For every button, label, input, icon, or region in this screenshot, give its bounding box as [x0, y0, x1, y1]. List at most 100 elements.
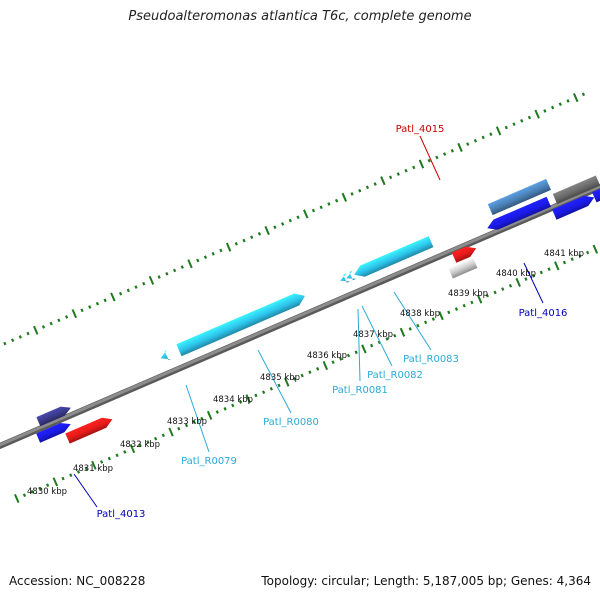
minor-tick [277, 383, 281, 388]
major-tick [476, 294, 483, 304]
gene-label: Patl_R0083 [403, 354, 459, 365]
feature-f13[interactable] [552, 195, 595, 220]
minor-tick [269, 387, 273, 391]
minor-tick [84, 466, 88, 471]
minor-tick [450, 148, 454, 153]
feature-f10[interactable] [451, 246, 477, 263]
major-tick [341, 192, 348, 202]
minor-tick [334, 198, 339, 203]
minor-tick [200, 416, 204, 421]
minor-tick [296, 215, 300, 220]
feature-f14[interactable] [552, 175, 600, 205]
minor-tick [262, 390, 266, 394]
minor-tick [512, 122, 516, 126]
minor-tick [146, 440, 150, 444]
minor-tick [520, 119, 524, 123]
gene-label: Patl_4015 [396, 124, 445, 135]
minor-tick [257, 232, 262, 236]
minor-tick [280, 222, 285, 226]
minor-tick [508, 283, 513, 288]
minor-tick [126, 288, 130, 293]
feature-shape [487, 178, 551, 216]
minor-tick [550, 105, 555, 110]
minor-tick [38, 486, 42, 491]
leader-line [257, 349, 292, 414]
feature-f3[interactable] [65, 417, 113, 444]
minor-tick [22, 493, 27, 497]
minor-tick [473, 138, 478, 143]
feature-f15[interactable] [592, 177, 600, 203]
feature-shape [552, 195, 595, 220]
feature-f2[interactable] [36, 406, 71, 427]
minor-tick [396, 172, 400, 176]
major-tick [592, 244, 599, 254]
gene-label: Patl_R0079 [181, 456, 237, 467]
feature-f4[interactable] [160, 350, 171, 361]
minor-tick [165, 271, 169, 276]
scale-label: 4832 kbp [120, 440, 160, 450]
minor-tick [354, 350, 358, 355]
major-tick [457, 142, 463, 152]
feature-shape [36, 423, 71, 443]
feature-shape [448, 257, 478, 279]
minor-tick [504, 125, 508, 130]
feature-shape [354, 236, 434, 277]
minor-tick [46, 483, 50, 488]
minor-tick [211, 252, 215, 256]
minor-tick [273, 225, 277, 230]
leader-line [523, 262, 544, 304]
gene-label: Patl_4016 [519, 308, 568, 319]
minor-tick [562, 260, 567, 265]
scale-label: 4836 kbp [307, 351, 347, 361]
minor-tick [435, 155, 439, 160]
minor-tick [327, 202, 331, 206]
minor-tick [107, 456, 111, 461]
feature-f6[interactable] [340, 273, 351, 283]
feature-f11[interactable] [487, 196, 551, 230]
leader-line [393, 291, 432, 351]
feature-shape [160, 350, 171, 361]
major-tick [225, 242, 232, 252]
feature-track[interactable] [36, 175, 600, 444]
minor-tick [254, 393, 258, 398]
minor-tick [300, 373, 304, 378]
minor-tick [223, 406, 227, 411]
feature-f7[interactable] [346, 270, 357, 281]
minor-tick [215, 410, 219, 414]
minor-tick [385, 337, 389, 341]
feature-f5[interactable] [176, 293, 305, 357]
label-leader-lines [73, 135, 544, 508]
minor-tick [234, 242, 238, 246]
minor-tick [242, 238, 246, 243]
genome-summary-text: Topology: circular; Length: 5,187,005 bp… [261, 574, 591, 588]
minor-tick [447, 310, 451, 315]
backbone-line [0, 184, 600, 447]
feature-f8[interactable] [354, 236, 434, 277]
minor-tick [26, 331, 30, 336]
minor-tick [527, 115, 532, 120]
feature-f9[interactable] [448, 257, 478, 279]
minor-tick [76, 470, 81, 474]
minor-tick [157, 275, 161, 279]
major-tick [438, 311, 444, 321]
major-tick [71, 309, 78, 319]
minor-tick [408, 327, 412, 331]
feature-shape [346, 270, 357, 281]
minor-tick [377, 340, 381, 345]
major-tick [495, 126, 502, 136]
minor-tick [331, 360, 335, 365]
feature-f1[interactable] [36, 423, 71, 443]
minor-tick [80, 308, 84, 313]
minor-tick [404, 168, 408, 173]
major-tick [284, 377, 290, 387]
minor-tick [370, 343, 374, 348]
feature-f12[interactable] [487, 178, 551, 216]
major-tick [264, 226, 270, 236]
minor-tick [543, 109, 547, 113]
minor-tick [41, 325, 46, 329]
minor-tick [88, 305, 92, 309]
major-tick [148, 275, 155, 285]
scale-label: 4841 kbp [544, 249, 584, 259]
gene-label: Patl_R0081 [332, 385, 388, 396]
